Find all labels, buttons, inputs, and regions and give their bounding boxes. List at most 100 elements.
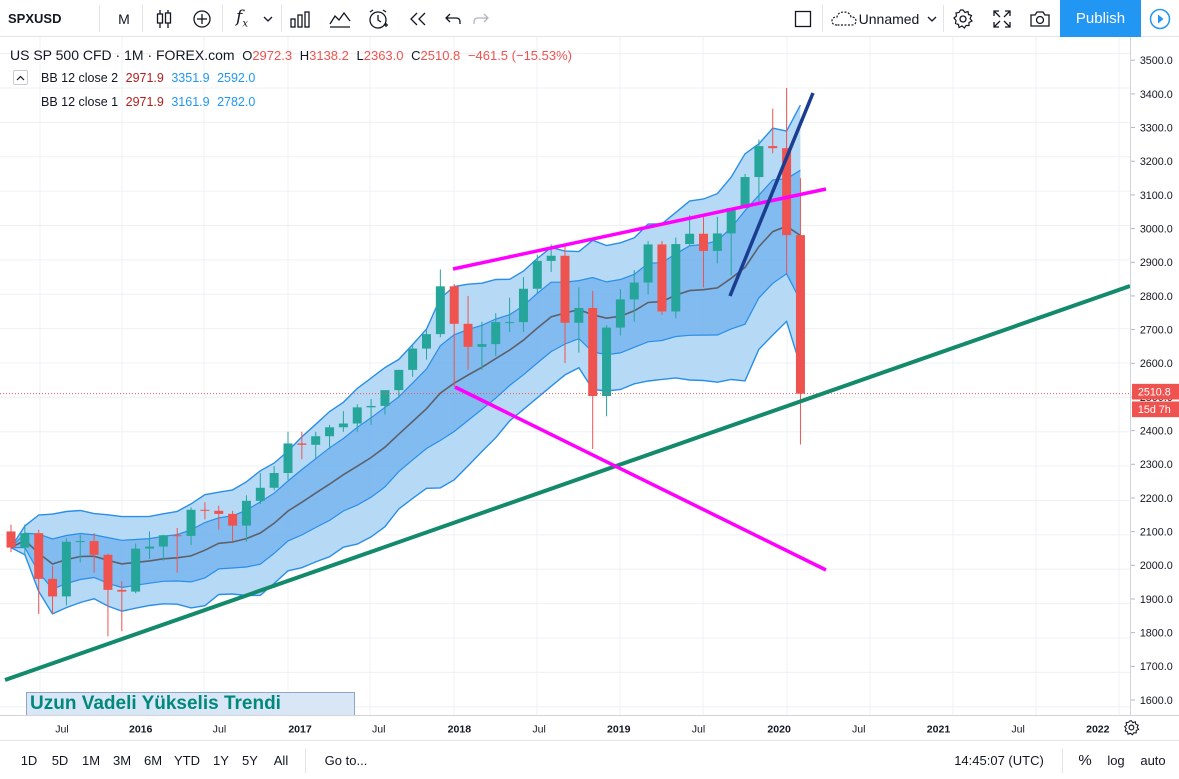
time-tick-label: 2018 xyxy=(448,723,472,735)
gear-icon xyxy=(1123,720,1140,736)
play-icon[interactable] xyxy=(1141,0,1179,37)
expand-icon[interactable] xyxy=(988,0,1016,37)
price-tick-label: 2800.0 xyxy=(1140,291,1173,303)
add-indicator-icon[interactable] xyxy=(188,0,216,37)
candle-body xyxy=(255,487,265,501)
compare-icon[interactable] xyxy=(286,0,314,37)
time-tick-label: 2022 xyxy=(1086,723,1110,735)
candle-body xyxy=(172,535,182,537)
candle-body xyxy=(505,322,515,324)
candle-body xyxy=(145,546,154,549)
range-1d[interactable]: 1D xyxy=(20,753,38,768)
candle-body xyxy=(602,327,612,396)
candle-body xyxy=(48,578,58,597)
candle-body xyxy=(546,255,556,261)
time-tick-label: Jul xyxy=(692,723,705,735)
trend-annotation-label[interactable]: Uzun Vadeli Yükselis Trendi xyxy=(26,692,355,716)
candle-body xyxy=(574,308,584,323)
range-5d[interactable]: 5D xyxy=(51,753,69,768)
log-scale-toggle[interactable]: log xyxy=(1107,753,1125,768)
range-1y[interactable]: 1Y xyxy=(213,753,229,768)
toolbar-divider xyxy=(305,749,306,773)
alert-clock-icon[interactable] xyxy=(364,0,392,37)
countdown-badge xyxy=(1131,401,1179,418)
candle-body xyxy=(228,513,238,526)
time-tick-label: Jul xyxy=(852,723,865,735)
candle-body xyxy=(685,233,695,245)
chevron-up-icon xyxy=(16,75,25,80)
goto-date-button[interactable]: Go to... xyxy=(324,753,368,768)
toolbar-divider xyxy=(1062,749,1063,773)
collapse-legend-button[interactable] xyxy=(13,70,28,85)
symbol-search-button[interactable]: SPXUSD xyxy=(8,11,62,26)
candle-body xyxy=(726,207,736,234)
candle-body xyxy=(117,589,127,592)
candle-body xyxy=(158,535,168,547)
fullscreen-toggle-icon[interactable] xyxy=(790,0,816,37)
candle-body xyxy=(629,282,639,300)
camera-icon[interactable] xyxy=(1026,0,1054,37)
replay-icon[interactable] xyxy=(404,0,432,37)
bb2-legend[interactable]: BB 12 close 2 2971.9 3351.9 2592.0 xyxy=(41,71,259,85)
bb1-legend[interactable]: BB 12 close 1 2971.9 3161.9 2782.0 xyxy=(41,95,259,109)
toolbar-divider xyxy=(142,5,143,32)
price-tick-label: 2300.0 xyxy=(1140,459,1173,471)
price-tick-label: 1900.0 xyxy=(1140,594,1173,606)
percent-scale-toggle[interactable]: % xyxy=(1078,752,1092,769)
gear-icon[interactable] xyxy=(949,0,977,37)
bottom-toolbar: 1D 5D 1M 3M 6M YTD 1Y 5Y All Go to... 14… xyxy=(0,740,1179,779)
price-axis[interactable]: 3500.0 3400.0 3300.0 3200.0 3100.0 3000.0 2900… xyxy=(1130,37,1179,715)
range-1m[interactable]: 1M xyxy=(81,753,101,768)
time-tick-label: 2017 xyxy=(288,723,312,735)
undo-icon[interactable] xyxy=(440,0,466,37)
candles-icon[interactable] xyxy=(150,0,178,37)
toolbar-divider xyxy=(943,5,944,32)
layout-name[interactable]: Unnamed xyxy=(858,10,920,27)
function-icon[interactable]: fx xyxy=(236,7,248,30)
templates-icon[interactable] xyxy=(326,0,354,37)
candle-body xyxy=(795,235,805,394)
price-tick-label: 2600.0 xyxy=(1140,358,1173,370)
close-value: 2510.8 xyxy=(420,48,461,63)
candle-body xyxy=(325,427,335,437)
price-tick-label: 3300.0 xyxy=(1140,122,1173,134)
toolbar-divider xyxy=(281,5,282,32)
time-axis[interactable]: Jul 2016 Jul 2017 Jul 2018 Jul 2019 Jul 2020 Jul 20… xyxy=(0,715,1179,740)
clock-timezone[interactable]: 14:45:07 (UTC) xyxy=(954,753,1044,768)
price-tick-label: 3200.0 xyxy=(1140,156,1173,168)
auto-scale-toggle[interactable]: auto xyxy=(1140,753,1166,768)
candle-body xyxy=(89,541,99,555)
bollinger-basis-line xyxy=(10,225,801,565)
series-title[interactable]: US SP 500 CFD · 1M · FOREX.com xyxy=(10,47,235,63)
candle-body xyxy=(186,509,196,536)
cloud-icon[interactable] xyxy=(828,0,860,37)
top-toolbar: SPXUSD M fx xyxy=(0,0,1179,37)
chevron-down-icon[interactable] xyxy=(924,0,940,37)
candle-body xyxy=(477,344,487,347)
bb2-upper: 3351.9 xyxy=(171,71,210,85)
range-5y[interactable]: 5Y xyxy=(242,753,258,768)
range-all[interactable]: All xyxy=(273,753,289,768)
bb1-name: BB 12 close 1 xyxy=(41,95,119,109)
interval-button[interactable]: M xyxy=(118,10,130,27)
price-tick-label: 2000.0 xyxy=(1140,560,1173,572)
range-3m[interactable]: 3M xyxy=(112,753,132,768)
range-ytd[interactable]: YTD xyxy=(174,753,200,768)
bb2-name: BB 12 close 2 xyxy=(41,71,119,85)
candle-body xyxy=(131,548,141,592)
price-chart[interactable] xyxy=(0,37,1130,715)
toolbar-divider xyxy=(822,5,823,32)
bb1-lower: 2782.0 xyxy=(217,95,256,109)
redo-icon[interactable] xyxy=(468,0,494,37)
down-trend-line xyxy=(454,385,827,572)
bb2-lower: 2592.0 xyxy=(217,71,256,85)
chevron-down-icon[interactable] xyxy=(260,0,276,37)
range-6m[interactable]: 6M xyxy=(143,753,163,768)
change-value: −461.5 (−15.53%) xyxy=(467,48,572,63)
candle-body xyxy=(61,541,71,597)
countdown-text: 15d 7h xyxy=(1138,404,1171,416)
candle-body xyxy=(754,146,764,178)
time-tick-label: Jul xyxy=(372,723,385,735)
bb1-upper: 3161.9 xyxy=(171,95,210,109)
publish-button[interactable]: Publish xyxy=(1060,0,1141,37)
